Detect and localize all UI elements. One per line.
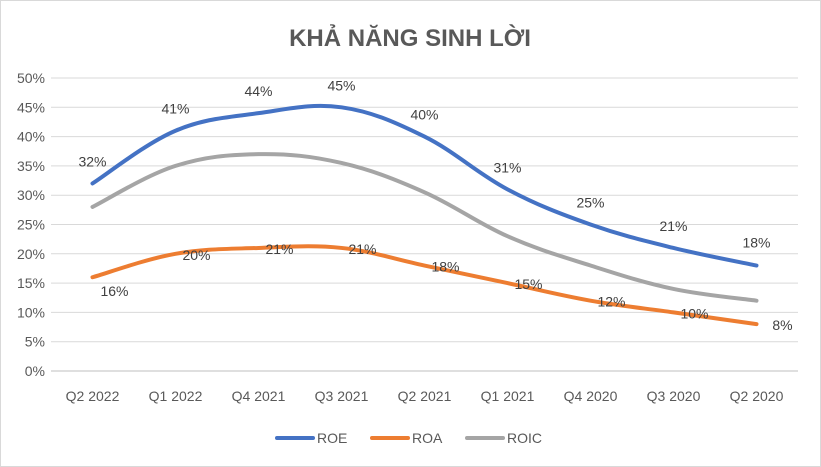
y-tick-label: 50% <box>17 70 45 86</box>
data-label-roa: 15% <box>514 276 542 292</box>
data-label-roe: 25% <box>576 195 604 211</box>
data-label-roa: 21% <box>348 241 376 257</box>
x-tick-label: Q3 2021 <box>315 388 369 404</box>
data-label-roa: 10% <box>680 305 708 321</box>
data-label-roe: 18% <box>742 235 770 251</box>
legend-label-roic: ROIC <box>507 430 542 446</box>
y-tick-label: 40% <box>17 129 45 145</box>
data-label-roa: 20% <box>182 247 210 263</box>
data-label-roe: 40% <box>410 107 438 123</box>
data-label-roa: 16% <box>100 283 128 299</box>
y-tick-label: 30% <box>17 187 45 203</box>
data-label-roa: 18% <box>431 259 459 275</box>
x-tick-label: Q1 2021 <box>481 388 535 404</box>
y-tick-label: 5% <box>25 334 45 350</box>
x-tick-label: Q2 2020 <box>730 388 784 404</box>
legend-label-roe: ROE <box>317 430 347 446</box>
y-tick-label: 20% <box>17 246 45 262</box>
data-label-roe: 32% <box>78 153 106 169</box>
data-label-roe: 44% <box>244 83 272 99</box>
chart-title: KHẢ NĂNG SINH LỜI <box>289 23 531 52</box>
x-tick-label: Q3 2020 <box>647 388 701 404</box>
data-label-roe: 31% <box>493 159 521 175</box>
x-axis-ticks: Q2 2022 Q1 2022 Q4 2021 Q3 2021 Q2 2021 Q1 20… <box>66 388 784 404</box>
y-tick-label: 10% <box>17 304 45 320</box>
legend: ROE ROA ROIC <box>275 430 542 446</box>
series-line-roe <box>90 103 759 268</box>
y-tick-label: 35% <box>17 158 45 174</box>
x-tick-label: Q4 2020 <box>564 388 618 404</box>
data-label-roa: 12% <box>597 294 625 310</box>
y-tick-label: 0% <box>25 363 45 379</box>
series-line-roa <box>90 244 759 327</box>
x-tick-label: Q2 2022 <box>66 388 120 404</box>
y-axis-ticks: 0% 5% 10% 15% 20% 25% 30% 35% 40% 45% 50% <box>17 70 45 379</box>
data-label-roe: 41% <box>161 101 189 117</box>
series-lines <box>90 103 759 327</box>
data-label-roe: 45% <box>327 77 355 93</box>
legend-label-roa: ROA <box>412 430 443 446</box>
x-tick-label: Q4 2021 <box>232 388 286 404</box>
y-tick-label: 45% <box>17 99 45 115</box>
data-labels: 32% 41% 44% 45% 40% 31% 25% 21% 18% 16% 20% 21% 21% 1… <box>78 77 792 333</box>
y-tick-label: 25% <box>17 217 45 233</box>
data-label-roa: 21% <box>265 241 293 257</box>
x-tick-label: Q1 2022 <box>149 388 203 404</box>
data-label-roe: 21% <box>659 218 687 234</box>
series-line-roic <box>90 152 759 303</box>
x-tick-label: Q2 2021 <box>398 388 452 404</box>
data-label-roa: 8% <box>772 317 792 333</box>
y-tick-label: 15% <box>17 275 45 291</box>
